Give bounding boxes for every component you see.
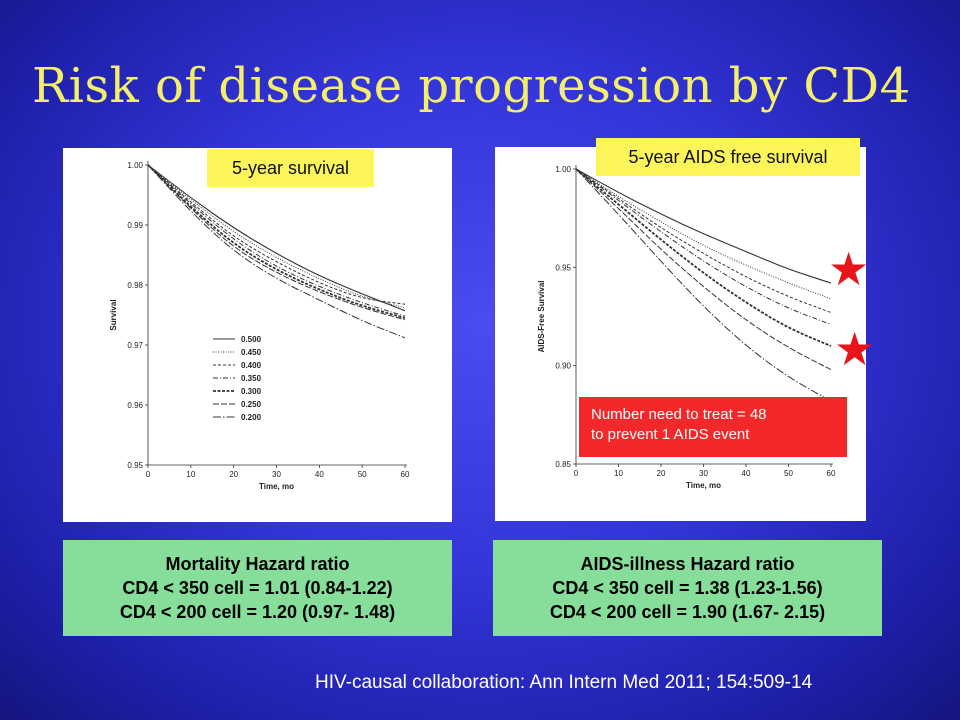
- series-line-0.400: [575, 168, 832, 314]
- legend-label: 0.500: [241, 335, 262, 344]
- five-year-aids-free-label: 5-year AIDS free survival: [596, 138, 860, 176]
- aids-hr-heading: AIDS-illness Hazard ratio: [580, 554, 795, 574]
- x-tick-label: 50: [358, 470, 367, 479]
- five-year-survival-label: 5-year survival: [207, 149, 374, 187]
- x-axis-title: Time, mo: [686, 481, 721, 490]
- series-line-0.300: [575, 168, 832, 347]
- citation: HIV-causal collaboration: Ann Intern Med…: [315, 672, 813, 693]
- y-tick-label: 0.96: [127, 401, 143, 410]
- aids-free-chart-panel: 0.85 0.90 0.95 1.00 0 10 20 30 40 50 60 Time, mo AID…: [495, 147, 866, 521]
- series-line-0.350: [147, 164, 406, 317]
- slide-title: Risk of disease progression by CD4: [32, 58, 911, 114]
- x-tick-label: 60: [827, 469, 836, 478]
- series-line-0.350: [575, 168, 832, 325]
- series-line-0.200: [147, 164, 406, 339]
- x-tick-label: 60: [401, 470, 410, 479]
- aids-hr-line-1: CD4 < 350 cell = 1.38 (1.23-1.56): [552, 578, 823, 598]
- x-tick-label: 20: [229, 470, 238, 479]
- aids-free-survival-chart: 0.85 0.90 0.95 1.00 0 10 20 30 40 50 60 Time, mo AID…: [537, 165, 836, 490]
- aids-hr-line-2: CD4 < 200 cell = 1.90 (1.67- 2.15): [549, 602, 826, 622]
- x-tick-label: 40: [742, 469, 751, 478]
- mortality-survival-chart: 0.95 0.96 0.97 0.98 0.99 1.00 0 10 20 30 40 50 60 Tim…: [109, 161, 410, 491]
- aids-hazard-ratio-box: AIDS-illness Hazard ratio CD4 < 350 cell…: [493, 540, 882, 636]
- series-line-0.450: [575, 168, 832, 300]
- y-tick-label: 0.95: [555, 263, 571, 272]
- nnt-line-2: to prevent 1 AIDS event: [591, 426, 750, 443]
- star-icon: ★: [828, 243, 870, 295]
- x-tick-label: 10: [186, 470, 195, 479]
- series-line-0.250: [147, 164, 406, 321]
- y-axis-title: AIDS-Free Survival: [537, 280, 546, 352]
- legend-label: 0.400: [241, 361, 262, 370]
- series-line-0.250: [575, 168, 832, 371]
- nnt-line-1: Number need to treat = 48: [591, 406, 767, 423]
- x-tick-label: 20: [657, 469, 666, 478]
- y-tick-label: 0.95: [127, 461, 143, 470]
- x-tick-label: 0: [146, 470, 151, 479]
- legend-label: 0.350: [241, 374, 262, 383]
- legend-label: 0.300: [241, 387, 262, 396]
- series-line-0.200: [575, 168, 832, 402]
- y-tick-label: 0.85: [555, 460, 571, 469]
- mortality-chart-panel: 0.95 0.96 0.97 0.98 0.99 1.00 0 10 20 30 40 50 60 Tim…: [63, 148, 452, 522]
- mortality-hr-heading: Mortality Hazard ratio: [165, 554, 350, 574]
- y-tick-label: 0.99: [127, 221, 143, 230]
- x-tick-label: 30: [699, 469, 708, 478]
- star-icon: ★: [834, 323, 876, 375]
- y-tick-label: 0.97: [127, 341, 143, 350]
- series-line-0.400: [147, 164, 406, 305]
- legend-label: 0.450: [241, 348, 262, 357]
- mortality-hr-line-2: CD4 < 200 cell = 1.20 (0.97- 1.48): [119, 602, 396, 622]
- series-line-0.500: [575, 168, 832, 284]
- y-axis-title: Survival: [109, 299, 118, 330]
- y-tick-label: 1.00: [555, 165, 571, 174]
- legend-label: 0.250: [241, 400, 262, 409]
- x-axis-title: Time, mo: [259, 482, 294, 491]
- x-tick-label: 50: [784, 469, 793, 478]
- y-tick-label: 0.98: [127, 281, 143, 290]
- y-tick-label: 1.00: [127, 161, 143, 170]
- number-needed-to-treat-box: Number need to treat = 48 to prevent 1 A…: [579, 397, 847, 457]
- x-tick-label: 10: [614, 469, 623, 478]
- x-tick-label: 30: [272, 470, 281, 479]
- y-tick-label: 0.90: [555, 362, 571, 371]
- x-tick-label: 0: [574, 469, 579, 478]
- legend-label: 0.200: [241, 413, 262, 422]
- mortality-hr-line-1: CD4 < 350 cell = 1.01 (0.84-1.22): [122, 578, 393, 598]
- x-tick-label: 40: [315, 470, 324, 479]
- mortality-hazard-ratio-box: Mortality Hazard ratio CD4 < 350 cell = …: [63, 540, 452, 636]
